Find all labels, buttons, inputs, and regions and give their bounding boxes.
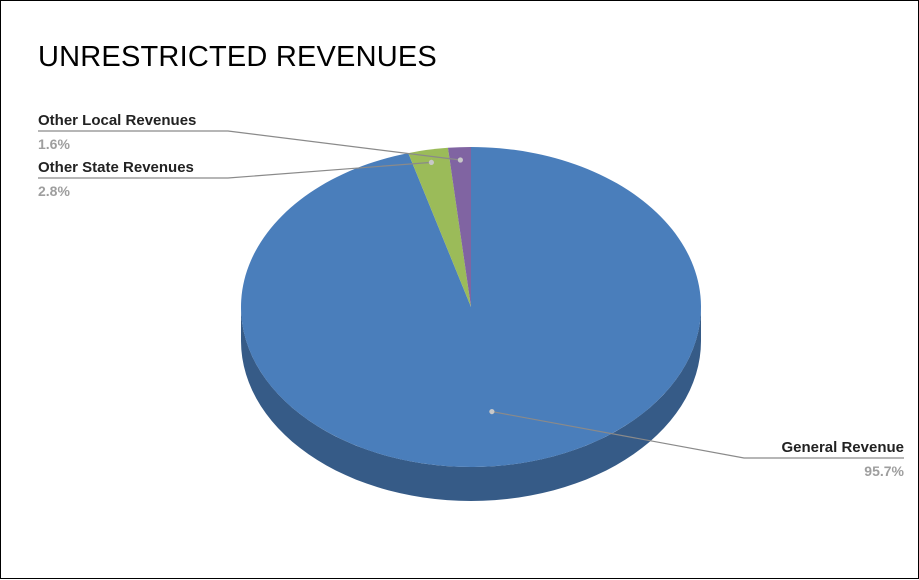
pie-slice-general-revenue (240, 147, 701, 467)
chart-title: UNRESTRICTED REVENUES (38, 41, 437, 73)
slice-label-general-revenue: General Revenue (781, 439, 904, 456)
leader-line-general-revenue (491, 411, 904, 459)
leader-dot-other-local-revenues (457, 157, 463, 163)
pie-slice-other-local-revenues (447, 147, 471, 307)
leader-line-other-local-revenues (38, 130, 461, 161)
slice-value-general-revenue: 95.7% (864, 463, 904, 479)
leader-line-other-state-revenues (38, 161, 432, 179)
slice-value-other-state-revenues: 2.8% (38, 183, 70, 199)
leader-dot-general-revenue (489, 408, 495, 415)
slice-label-other-local-revenues: Other Local Revenues (38, 112, 196, 129)
slice-value-other-local-revenues: 1.6% (38, 136, 70, 152)
pie-slice-other-state-revenues (408, 147, 471, 307)
slice-label-other-state-revenues: Other State Revenues (38, 159, 194, 176)
leader-dot-other-state-revenues (428, 159, 434, 166)
pie-side-general-revenue (241, 307, 701, 501)
